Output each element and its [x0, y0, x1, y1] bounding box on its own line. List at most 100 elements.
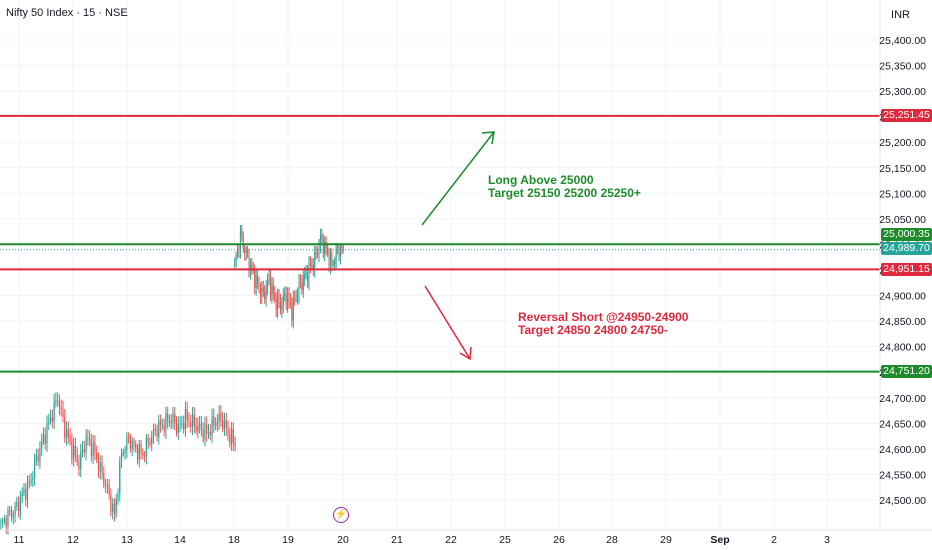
candle-body [33, 460, 36, 478]
candle-body [282, 296, 284, 306]
time-tick-label: 3 [824, 534, 830, 546]
candle-body [53, 401, 55, 422]
lightning-bolt-icon[interactable]: ⚡ [333, 507, 349, 523]
candle-body [12, 514, 14, 517]
candle-body [195, 425, 197, 432]
candle-body [67, 429, 69, 437]
candle-body [172, 414, 174, 421]
candle-body [209, 432, 211, 436]
candle-body [339, 246, 341, 258]
candle-body [341, 246, 343, 248]
candle-body [90, 441, 93, 457]
candle-body [301, 282, 303, 291]
candle-body [338, 248, 340, 258]
candle-body [74, 445, 77, 455]
candle-body [258, 283, 260, 290]
candle-body [51, 417, 53, 422]
candle-body [179, 423, 181, 425]
long-annotation[interactable]: Long Above 25000 Target 25150 25200 2525… [488, 174, 641, 200]
candle-body [238, 247, 240, 251]
time-tick-label: 26 [553, 534, 565, 546]
candle-body [319, 234, 321, 246]
candle-body [158, 420, 160, 438]
candle-body [277, 296, 279, 311]
currency-label: INR [891, 9, 910, 21]
candle-body [177, 424, 179, 434]
candle-body [247, 250, 249, 254]
candle-body [165, 413, 167, 432]
time-tick-label: 19 [282, 534, 294, 546]
candle-body [308, 263, 310, 283]
candle-body [9, 509, 11, 511]
candle-body [234, 260, 236, 262]
candle-body [285, 294, 287, 305]
candle-body [259, 289, 261, 297]
candle-body [48, 421, 50, 424]
candle-body [249, 263, 251, 272]
candle-body [120, 453, 123, 462]
time-tick-label: 25 [499, 534, 511, 546]
candle-body [211, 416, 213, 436]
candle-body [140, 443, 142, 453]
candle-body [69, 436, 71, 442]
price-tick-label: 25,400.00 [879, 35, 926, 47]
candle-body [329, 253, 331, 266]
projection-arrows[interactable] [421, 131, 495, 361]
candle-body [170, 420, 172, 424]
candle-body [87, 436, 89, 439]
candle-body [113, 503, 116, 514]
candle-body [65, 429, 68, 438]
candle-body [251, 263, 253, 268]
time-axis[interactable]: 11 12 13 14 18 19 20 21 22 25 26 28 29 Sep 2 3 [0, 529, 932, 546]
candle-body [26, 481, 29, 500]
candle-body [342, 246, 344, 249]
candle-body [28, 481, 30, 483]
candle-body [0, 521, 2, 523]
candle-body [191, 414, 194, 428]
price-label-24951: 24,951.15 [881, 263, 932, 276]
candle-body [131, 440, 133, 449]
price-tick-label: 25,350.00 [879, 61, 926, 73]
candle-body [254, 270, 256, 288]
candle-body [334, 260, 336, 265]
time-tick-label: 29 [660, 534, 672, 546]
candle-body [94, 442, 96, 453]
candle-body [97, 459, 100, 472]
candle-body [218, 412, 220, 422]
short-arrow [424, 285, 471, 360]
candle-body [261, 287, 263, 297]
candle-body [193, 414, 195, 426]
price-tick-label: 24,700.00 [879, 393, 926, 405]
candle-body [328, 252, 330, 266]
candle-body [16, 501, 18, 507]
time-tick-label: 12 [67, 534, 79, 546]
price-tick-label: 25,050.00 [879, 214, 926, 226]
candle-body [18, 501, 20, 512]
candle-body [225, 420, 227, 429]
candle-body [149, 442, 151, 445]
candle-body [117, 493, 119, 500]
candle-body [294, 298, 296, 300]
candle-body [7, 509, 9, 527]
candle-body [268, 276, 270, 282]
candle-body [298, 281, 300, 296]
candle-body [10, 510, 13, 517]
candle-body [184, 409, 187, 430]
price-tick-label: 24,800.00 [879, 342, 926, 354]
candle-body [71, 441, 73, 459]
time-tick-label: 22 [445, 534, 457, 546]
candle-body [154, 428, 156, 431]
candle-body [207, 432, 210, 434]
short-annotation[interactable]: Reversal Short @24950-24900 Target 24850… [518, 311, 688, 337]
long-annotation-line2: Target 25150 25200 25250+ [488, 186, 641, 200]
candle-body [46, 423, 48, 444]
candle-body [122, 453, 124, 455]
candle-body [73, 445, 75, 459]
candle-body [315, 252, 317, 254]
price-tick-label: 24,500.00 [879, 495, 926, 507]
price-tick-label: 24,650.00 [879, 418, 926, 430]
candle-body [257, 275, 259, 284]
candle-body [232, 429, 234, 444]
horizontal-levels[interactable] [0, 114, 880, 373]
